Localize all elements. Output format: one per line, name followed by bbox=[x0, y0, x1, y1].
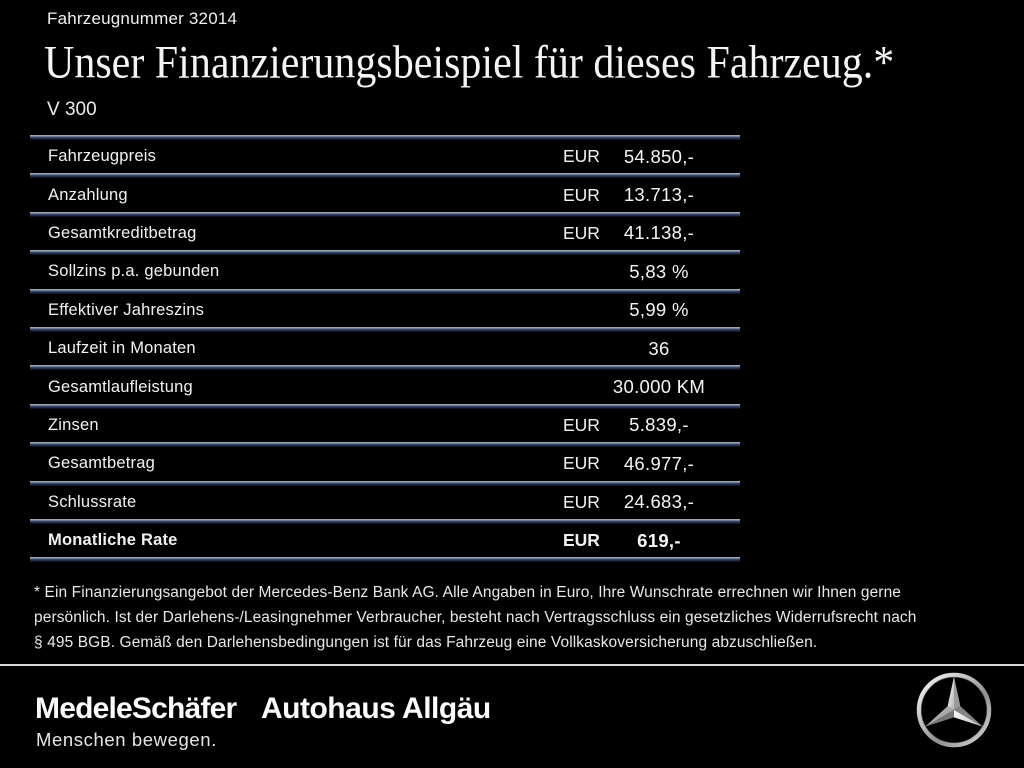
row-value: 54.850,- bbox=[623, 145, 695, 167]
row-label: Monatliche Rate bbox=[48, 531, 178, 550]
row-label: Gesamtlaufleistung bbox=[48, 377, 193, 396]
table-row: Sollzins p.a. gebunden 5,83 % bbox=[30, 255, 740, 288]
row-label: Gesamtbetrag bbox=[48, 454, 155, 473]
row-divider bbox=[30, 442, 740, 448]
row-value: 5,99 % bbox=[629, 299, 689, 321]
model-name: V 300 bbox=[47, 99, 97, 120]
table-row: Fahrzeugpreis EUR 54.850,- bbox=[30, 140, 740, 173]
row-label: Sollzins p.a. gebunden bbox=[48, 262, 220, 281]
footnote-line: persönlich. Ist der Darlehens-/Leasingne… bbox=[34, 609, 917, 626]
table-row: Anzahlung EUR 13.713,- bbox=[30, 178, 740, 211]
table-row: Zinsen EUR 5.839,- bbox=[30, 409, 740, 442]
row-currency: EUR bbox=[563, 146, 600, 167]
footnote-line: * Ein Finanzierungsangebot der Mercedes-… bbox=[34, 584, 902, 601]
row-divider bbox=[30, 135, 740, 140]
row-divider bbox=[30, 173, 740, 179]
vehicle-number: Fahrzeugnummer 32014 bbox=[47, 9, 238, 28]
footnote-line: § 495 BGB. Gemäß den Darlehensbedingunge… bbox=[34, 634, 818, 651]
row-label: Zinsen bbox=[48, 415, 99, 434]
legal-footnote: * Ein Finanzierungsangebot der Mercedes-… bbox=[34, 580, 916, 655]
row-divider bbox=[30, 403, 740, 409]
row-value: 30.000 KM bbox=[612, 376, 706, 398]
row-value: 5,83 % bbox=[629, 260, 689, 282]
row-currency: EUR bbox=[563, 491, 600, 512]
table-row-monthly-rate: Monatliche Rate EUR 619,- bbox=[30, 524, 740, 557]
row-value: 5.839,- bbox=[629, 414, 689, 436]
table-row: Gesamtkreditbetrag EUR 41.138,- bbox=[30, 217, 740, 250]
row-divider bbox=[30, 365, 740, 371]
row-value: 46.977,- bbox=[623, 452, 695, 474]
row-label: Schlussrate bbox=[48, 492, 137, 511]
footer: MedeleSchäfer Menschen bewegen. Autohaus… bbox=[0, 666, 1024, 768]
footer-divider bbox=[0, 664, 1024, 666]
row-label: Effektiver Jahreszins bbox=[48, 300, 205, 319]
table-row: Gesamtlaufleistung 30.000 KM bbox=[30, 370, 740, 403]
row-currency: EUR bbox=[563, 453, 600, 474]
row-currency: EUR bbox=[563, 530, 600, 551]
table-row: Schlussrate EUR 24.683,- bbox=[30, 486, 740, 519]
row-divider bbox=[30, 518, 740, 524]
row-value: 36 bbox=[648, 337, 670, 359]
row-label: Anzahlung bbox=[48, 185, 128, 204]
row-label: Laufzeit in Monaten bbox=[48, 339, 196, 358]
page-title: Unser Finanzierungsbeispiel für dieses F… bbox=[44, 37, 895, 89]
financing-table: Fahrzeugpreis EUR 54.850,- Anzahlung EUR… bbox=[30, 135, 740, 563]
row-currency: EUR bbox=[563, 184, 600, 205]
dealer-logo-medeleschaefer: MedeleSchäfer bbox=[35, 692, 237, 725]
dealer-logo-autohaus-allgaeu: Autohaus Allgäu bbox=[261, 692, 491, 725]
row-divider bbox=[30, 250, 740, 256]
row-label: Gesamtkreditbetrag bbox=[48, 223, 197, 242]
dealer-tagline: Menschen bewegen. bbox=[36, 729, 217, 750]
row-label: Fahrzeugpreis bbox=[48, 147, 157, 166]
row-divider bbox=[30, 211, 740, 217]
table-row: Gesamtbetrag EUR 46.977,- bbox=[30, 447, 740, 480]
row-currency: EUR bbox=[563, 222, 600, 243]
row-value: 619,- bbox=[637, 529, 681, 551]
row-divider bbox=[30, 288, 740, 294]
table-row: Laufzeit in Monaten 36 bbox=[30, 332, 740, 365]
row-divider bbox=[30, 326, 740, 332]
row-value: 41.138,- bbox=[623, 222, 695, 244]
row-currency: EUR bbox=[563, 414, 600, 435]
table-row: Effektiver Jahreszins 5,99 % bbox=[30, 294, 740, 327]
row-divider bbox=[30, 557, 740, 563]
row-value: 13.713,- bbox=[623, 184, 695, 206]
mercedes-star-icon bbox=[916, 672, 992, 748]
row-divider bbox=[30, 480, 740, 486]
row-value: 24.683,- bbox=[623, 491, 695, 513]
